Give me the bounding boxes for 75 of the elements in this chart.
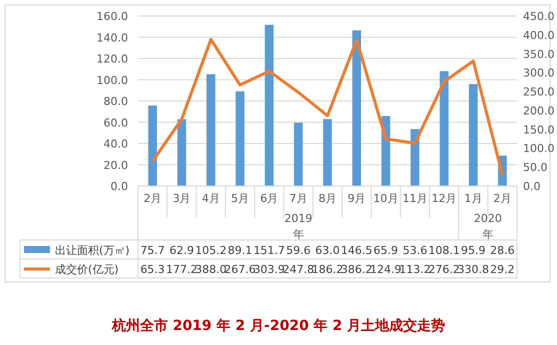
x-tick-label: 8月: [318, 192, 336, 205]
y2-tick-label: 300.0: [523, 66, 554, 80]
data-label: 108.1: [428, 244, 460, 257]
x-tick-label: 9月: [348, 192, 366, 205]
bar: [294, 122, 303, 186]
x-tick-label: 11月: [402, 192, 428, 205]
x-tick-label: 6月: [260, 192, 278, 205]
y2-tick-label: 400.0: [523, 28, 554, 42]
data-label: 388.0: [195, 263, 227, 276]
bar: [206, 74, 216, 186]
x-tick-label: 4月: [202, 192, 220, 205]
y-tick-label: 60.0: [104, 116, 128, 130]
y-tick-label: 160.0: [96, 10, 128, 23]
data-label: 59.6: [286, 244, 311, 257]
data-label: 95.9: [461, 244, 486, 257]
text: 2019年: [284, 212, 312, 241]
bar: [352, 30, 362, 186]
bar: [440, 71, 448, 186]
x-tick-label: 7月: [289, 192, 308, 205]
x-tick-label: 3月: [172, 192, 191, 205]
y2-tick-label: 0.0: [523, 180, 540, 193]
y-tick-label: 40.0: [104, 138, 128, 150]
y2-tick-label: 450.0: [523, 10, 554, 23]
bar: [177, 119, 186, 186]
bar: [468, 84, 478, 186]
data-label: 124.9: [370, 263, 402, 276]
data-label: 247.8: [282, 263, 314, 276]
y2-tick-label: 100.0: [523, 142, 554, 156]
data-label: 105.2: [195, 244, 227, 257]
data-label: 63.0: [315, 244, 340, 257]
y2-tick-label: 50.0: [523, 161, 548, 174]
data-label: 65.3: [140, 263, 165, 276]
data-label: 75.7: [140, 244, 165, 257]
data-label: 53.6: [402, 244, 428, 257]
x-tick-label: 10月: [373, 192, 398, 205]
bar: [323, 119, 332, 186]
y-tick-label: 120.0: [96, 52, 128, 66]
x-tick-label: 2月: [144, 192, 162, 205]
x-tick-label: 1月: [464, 192, 482, 205]
data-label: 267.6: [224, 263, 256, 276]
bar: [236, 91, 244, 186]
data-label: 28.6: [490, 244, 515, 257]
bar: [148, 106, 157, 186]
data-label: 276.2: [428, 263, 460, 276]
data-label: 29.2: [490, 263, 515, 276]
text: 杭州全市 2019 年 2 月-2020 年 2 月土地成交走势: [110, 317, 446, 334]
data-label: 303.9: [253, 263, 285, 276]
y-tick-label: 100.0: [96, 74, 128, 87]
legend-label: 成交价(亿元): [55, 263, 119, 276]
data-label: 177.2: [166, 263, 198, 276]
y-tick-label: 140.0: [96, 31, 128, 44]
y-tick-label: 0.0: [110, 180, 128, 193]
x-tick-label: 12月: [432, 192, 457, 205]
data-label: 186.2: [312, 263, 344, 276]
bar: [264, 24, 274, 186]
x-tick-label: 5月: [231, 192, 250, 205]
bar: [410, 129, 420, 186]
y2-tick-label: 150.0: [523, 123, 554, 136]
text: 2020年: [474, 212, 502, 241]
data-label: 146.5: [340, 244, 372, 257]
y2-tick-label: 250.0: [523, 86, 554, 99]
y-tick-label: 20.0: [104, 158, 128, 172]
data-label: 62.9: [169, 244, 194, 257]
legend-label: 出让面积(万㎡): [55, 244, 130, 257]
data-label: 113.2: [399, 263, 431, 276]
data-label: 151.7: [253, 244, 285, 257]
y2-tick-label: 350.0: [523, 48, 554, 61]
data-label: 330.8: [458, 263, 490, 276]
data-label: 386.2: [340, 263, 372, 276]
y-tick-label: 80.0: [104, 95, 128, 108]
data-label: 65.9: [374, 244, 398, 257]
x-tick-label: 2月: [493, 192, 512, 205]
data-label: 89.1: [228, 244, 252, 257]
line-series: [151, 38, 504, 176]
y2-tick-label: 200.0: [523, 104, 554, 118]
